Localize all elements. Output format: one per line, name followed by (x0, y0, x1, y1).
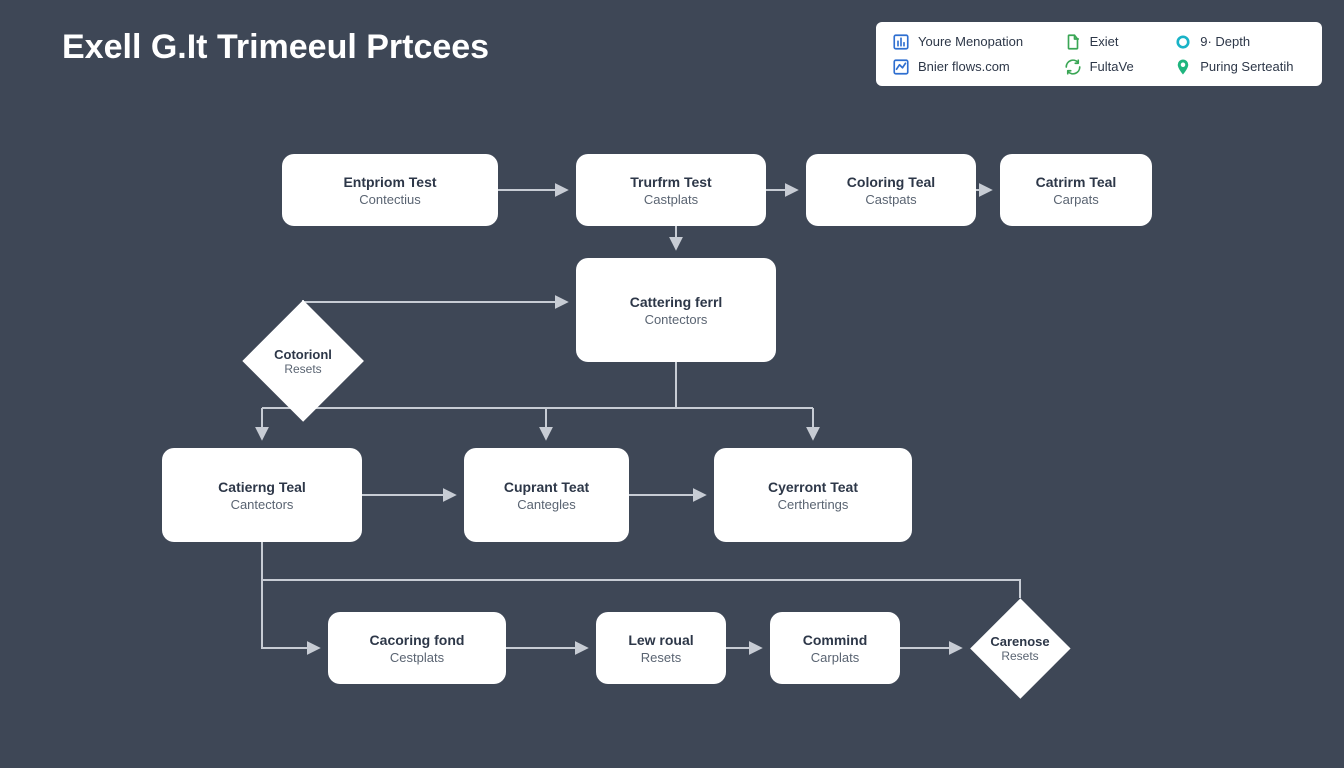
node-subtitle: Castplats (644, 192, 698, 207)
flow-edge (262, 580, 1020, 598)
bar-chart-icon (892, 33, 910, 51)
legend-label: Youre Menopation (918, 34, 1023, 49)
node-title: Entpriom Test (343, 174, 436, 190)
flow-node: Commind Carplats (770, 612, 900, 684)
flow-node: Lew roual Resets (596, 612, 726, 684)
node-subtitle: Cestplats (390, 650, 444, 665)
flow-node: Cyerront Teat Certhertings (714, 448, 912, 542)
node-title: Catrirm Teal (1036, 174, 1117, 190)
legend-item: Youre Menopation (892, 33, 1036, 51)
node-subtitle: Resets (284, 362, 321, 376)
flow-node: Entpriom Test Contectius (282, 154, 498, 226)
flow-node: Coloring Teal Castpats (806, 154, 976, 226)
legend-label: FultaVe (1090, 59, 1134, 74)
node-subtitle: Castpats (865, 192, 916, 207)
legend-label: Exiet (1090, 34, 1119, 49)
doc-icon (1064, 33, 1082, 51)
node-subtitle: Carplats (811, 650, 859, 665)
legend-item: Bnier flows.com (892, 58, 1036, 76)
node-title: Cyerront Teat (768, 479, 858, 495)
refresh-icon (1064, 58, 1082, 76)
flow-node: Catierng Teal Cantectors (162, 448, 362, 542)
node-subtitle: Contectius (359, 192, 420, 207)
node-title: Cuprant Teat (504, 479, 589, 495)
node-subtitle: Resets (1001, 649, 1038, 663)
legend-label: Puring Serteatih (1200, 59, 1293, 74)
node-subtitle: Certhertings (778, 497, 849, 512)
flow-node: Cattering ferrl Contectors (576, 258, 776, 362)
legend-box: Youre Menopation Exiet 9· Depth Bnier flows… (876, 22, 1322, 86)
node-subtitle: Carpats (1053, 192, 1099, 207)
node-subtitle: Resets (641, 650, 681, 665)
legend-label: 9· Depth (1200, 34, 1250, 49)
flow-node: Cacoring fond Cestplats (328, 612, 506, 684)
node-title: Cotorionl (274, 347, 332, 362)
legend-item: FultaVe (1064, 58, 1147, 76)
flow-node-decision: CotorionlResets (242, 300, 364, 422)
ring-icon (1174, 33, 1192, 51)
page-title: Exell G.It Trimeeul Prtcees (62, 28, 489, 67)
node-title: Cattering ferrl (630, 294, 723, 310)
pin-icon (1174, 58, 1192, 76)
node-subtitle: Cantectors (231, 497, 294, 512)
flow-node: Trurfrm Test Castplats (576, 154, 766, 226)
node-title: Trurfrm Test (630, 174, 711, 190)
legend-label: Bnier flows.com (918, 59, 1010, 74)
flow-edge (262, 542, 318, 648)
node-title: Catierng Teal (218, 479, 306, 495)
flow-node: Catrirm Teal Carpats (1000, 154, 1152, 226)
legend-item: Puring Serteatih (1174, 58, 1306, 76)
flow-node-decision: CarenoseResets (970, 598, 1070, 698)
node-title: Commind (803, 632, 868, 648)
flow-node: Cuprant Teat Cantegles (464, 448, 629, 542)
line-chart-icon (892, 58, 910, 76)
node-title: Carenose (990, 634, 1049, 649)
legend-item: Exiet (1064, 33, 1147, 51)
node-subtitle: Contectors (645, 312, 708, 327)
legend-item: 9· Depth (1174, 33, 1306, 51)
node-title: Coloring Teal (847, 174, 935, 190)
node-title: Cacoring fond (370, 632, 465, 648)
node-title: Lew roual (628, 632, 693, 648)
node-subtitle: Cantegles (517, 497, 576, 512)
